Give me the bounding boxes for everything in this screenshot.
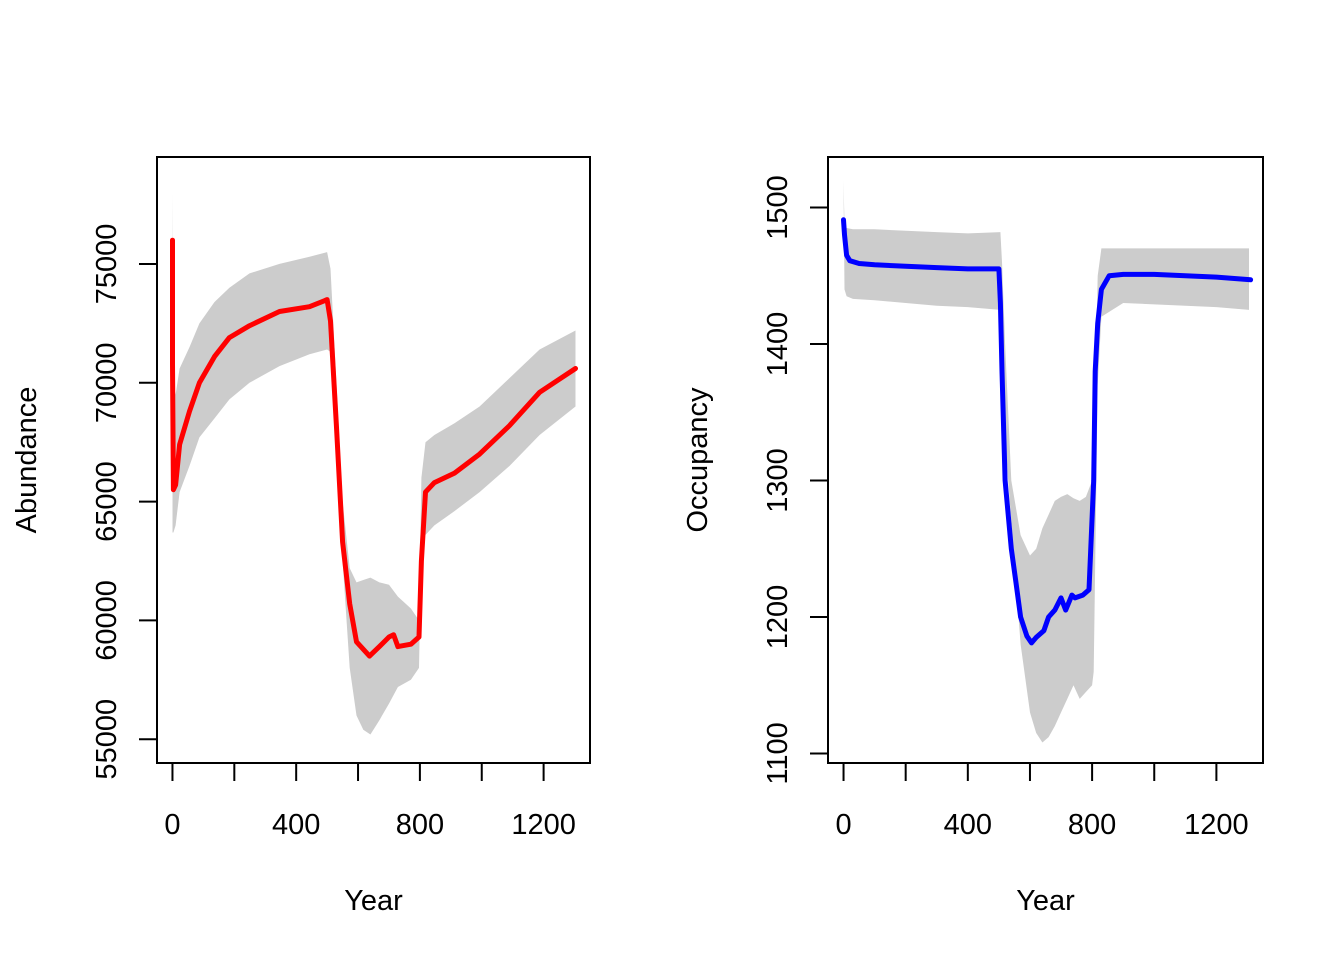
abundance-y-tick-label: 55000: [91, 699, 123, 780]
abundance-x-tick-label: 400: [272, 809, 320, 841]
occupancy-y-axis-label: Occupancy: [682, 387, 714, 533]
occupancy-y-tick-label: 1100: [762, 722, 794, 784]
abundance-y-tick-label: 65000: [91, 461, 123, 542]
abundance-x-tick-label: 0: [164, 809, 180, 841]
abundance-mean-line: [170, 237, 578, 659]
abundance-y-tick-label: 60000: [91, 580, 123, 661]
abundance-y-axis-label: Abundance: [11, 387, 43, 534]
occupancy-x-tick-label: 1200: [1184, 809, 1249, 841]
occupancy-x-tick-label: 0: [835, 809, 851, 841]
occupancy-y-tick-label: 1400: [762, 312, 794, 377]
occupancy-mean-line: [841, 217, 1254, 646]
abundance-x-tick-label: 800: [396, 809, 444, 841]
occupancy-y-tick-label: 1200: [762, 585, 794, 650]
occupancy-x-tick-label: 400: [944, 809, 992, 841]
abundance-y-tick-label: 75000: [91, 224, 123, 305]
occupancy-panel: 0 400 800 1200 1100 1200 1300 1400 1500 Year Occup…: [682, 156, 1264, 917]
abundance-y-tick-label: 70000: [91, 342, 123, 423]
abundance-interval-band: [172, 192, 576, 735]
abundance-panel: 0 400 800 1200 55000 60000 65000 70000 75000 Year…: [11, 156, 591, 917]
abundance-x-tick-label: 1200: [511, 809, 576, 841]
occupancy-x-tick-label: 800: [1068, 809, 1116, 841]
occupancy-plot-frame: [827, 156, 1264, 764]
occupancy-x-axis-label: Year: [1016, 885, 1075, 917]
occupancy-y-tick-label: 1300: [762, 448, 794, 513]
occupancy-y-tick-label: 1500: [762, 175, 794, 240]
abundance-plot-frame: [156, 156, 591, 764]
abundance-x-axis-label: Year: [344, 885, 403, 917]
